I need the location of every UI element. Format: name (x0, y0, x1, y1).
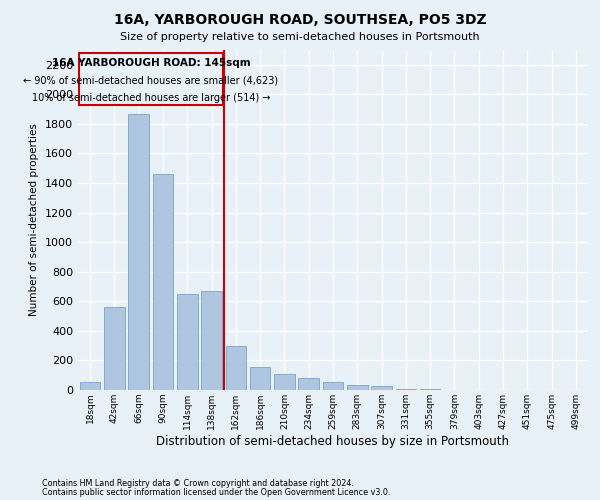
Text: 16A YARBOROUGH ROAD: 145sqm: 16A YARBOROUGH ROAD: 145sqm (52, 58, 250, 68)
Text: ← 90% of semi-detached houses are smaller (4,623): ← 90% of semi-detached houses are smalle… (23, 76, 278, 86)
Text: Contains public sector information licensed under the Open Government Licence v3: Contains public sector information licen… (42, 488, 391, 497)
Bar (226, 346, 246, 390)
Bar (152, 174, 173, 390)
Bar (371, 386, 392, 390)
Y-axis label: Number of semi-detached properties: Number of semi-detached properties (29, 124, 40, 316)
Text: 16A, YARBOROUGH ROAD, SOUTHSEA, PO5 3DZ: 16A, YARBOROUGH ROAD, SOUTHSEA, PO5 3DZ (113, 12, 487, 26)
Bar (104, 307, 125, 390)
Bar (201, 291, 222, 390)
FancyBboxPatch shape (79, 53, 223, 104)
Text: 10% of semi-detached houses are larger (514) →: 10% of semi-detached houses are larger (… (32, 93, 270, 103)
Bar (128, 114, 149, 390)
Bar (250, 367, 271, 390)
Bar (395, 388, 416, 390)
Bar (298, 378, 319, 390)
Bar (347, 385, 368, 390)
Bar (177, 294, 197, 390)
Text: Size of property relative to semi-detached houses in Portsmouth: Size of property relative to semi-detach… (120, 32, 480, 42)
X-axis label: Distribution of semi-detached houses by size in Portsmouth: Distribution of semi-detached houses by … (157, 434, 509, 448)
Bar (274, 374, 295, 390)
Bar (80, 382, 100, 390)
Text: Contains HM Land Registry data © Crown copyright and database right 2024.: Contains HM Land Registry data © Crown c… (42, 479, 354, 488)
Bar (323, 382, 343, 390)
